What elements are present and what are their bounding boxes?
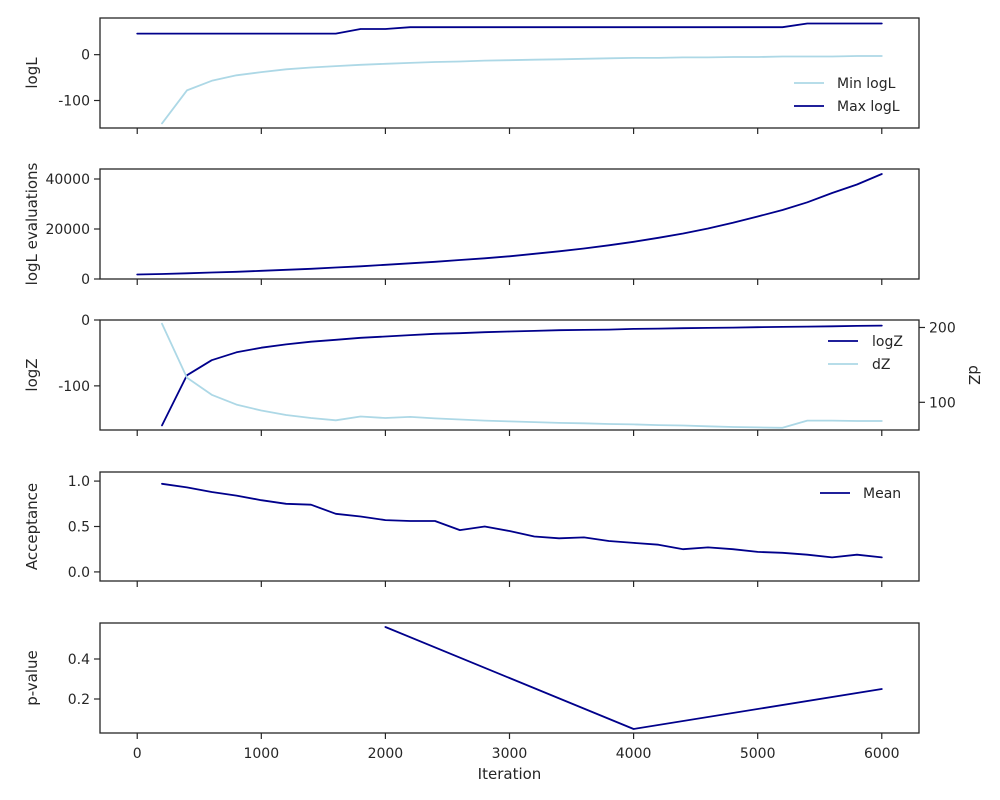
legend-label: dZ: [872, 357, 890, 373]
legend-label: Min logL: [837, 76, 896, 92]
y-axis-label: p-value: [23, 650, 41, 706]
y-tick-label: 20000: [45, 222, 90, 238]
legend-label: Mean: [863, 486, 901, 502]
y-tick-label: 0.0: [68, 565, 90, 581]
x-tick-label: 6000: [864, 746, 900, 762]
plot-frame: [99, 168, 920, 280]
x-tick-label: 3000: [492, 746, 528, 762]
panel-5: 0 1000 2000 3000 4000 5000 6000 0.4 0.2 p-value It…: [23, 622, 920, 783]
series-line-series-1: [384, 626, 883, 730]
y-tick-label: -100: [58, 379, 90, 395]
panel-4: 1.0 0.5 0.0 Acceptance Mean: [23, 471, 920, 587]
x-tick-label: 5000: [740, 746, 776, 762]
legend: Mean: [820, 486, 901, 502]
y-axis-label-right: dZ: [965, 365, 983, 385]
panel-3: 0 -100 200 100 logZ dZ logZ dZ: [23, 313, 983, 436]
y-tick-label: 0.4: [68, 652, 90, 668]
y-tick-label: 0: [81, 272, 90, 288]
y-tick-label: -100: [58, 94, 90, 110]
series-line-max-logl: [136, 22, 883, 35]
series-line-logz: [161, 324, 883, 427]
legend: logZ dZ: [828, 334, 903, 373]
x-tick-label: 2000: [368, 746, 404, 762]
y-axis-label: logZ: [23, 358, 41, 391]
y-tick-label: 1.0: [68, 474, 90, 490]
y-tick-label: 40000: [45, 172, 90, 188]
y-axis-label: Acceptance: [23, 483, 41, 570]
legend: Min logL Max logL: [794, 76, 900, 115]
x-axis-label: Iteration: [478, 765, 542, 783]
y-tick-label-right: 100: [929, 395, 956, 411]
series-line-dz: [161, 322, 883, 429]
y-tick-label: 0: [81, 48, 90, 64]
series-line-mean: [161, 482, 883, 559]
x-tick-label: 0: [133, 746, 142, 762]
panel-1: 0 -100 logL Min logL Max logL: [23, 17, 920, 134]
plot-frame: [99, 319, 920, 431]
y-axis-label: logL: [23, 57, 41, 89]
plot-frame: [99, 471, 920, 582]
x-tick-label: 1000: [243, 746, 279, 762]
y-tick-label: 0.2: [68, 692, 90, 708]
y-tick-label: 0.5: [68, 520, 90, 536]
y-tick-label-right: 200: [929, 320, 956, 336]
legend-label: Max logL: [837, 99, 900, 115]
x-tick-label: 4000: [616, 746, 652, 762]
series-line-series-1: [136, 173, 883, 276]
y-axis-label: logL evaluations: [23, 162, 41, 285]
series-line-min-logl: [161, 55, 883, 125]
legend-label: logZ: [872, 334, 903, 350]
y-tick-label: 0: [81, 313, 90, 329]
